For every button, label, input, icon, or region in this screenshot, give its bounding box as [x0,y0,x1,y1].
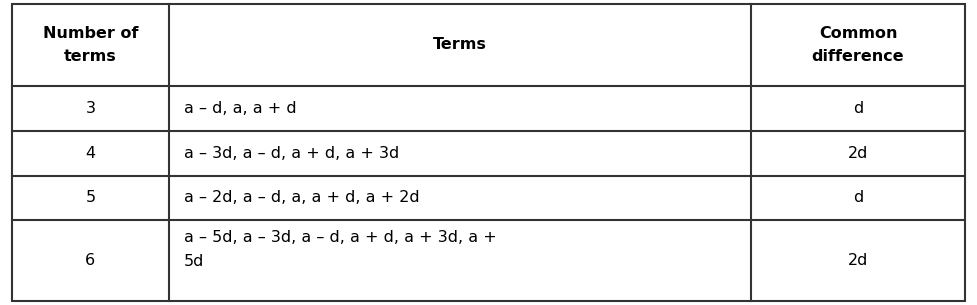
Text: 5: 5 [85,190,96,205]
Text: 2d: 2d [848,253,869,268]
Text: d: d [853,101,863,116]
Text: a – 2d, a – d, a, a + d, a + 2d: a – 2d, a – d, a, a + d, a + 2d [184,190,419,205]
Text: Common
difference: Common difference [812,26,905,63]
Text: a – d, a, a + d: a – d, a, a + d [184,101,296,116]
Text: 2d: 2d [848,146,869,161]
Text: Terms: Terms [433,38,487,52]
Text: 4: 4 [85,146,96,161]
Text: d: d [853,190,863,205]
Text: a – 5d, a – 3d, a – d, a + d, a + 3d, a +
5d: a – 5d, a – 3d, a – d, a + d, a + 3d, a … [184,230,496,270]
Text: 3: 3 [85,101,96,116]
Text: a – 3d, a – d, a + d, a + 3d: a – 3d, a – d, a + d, a + 3d [184,146,399,161]
Text: Number of
terms: Number of terms [43,26,138,63]
Text: 6: 6 [85,253,96,268]
